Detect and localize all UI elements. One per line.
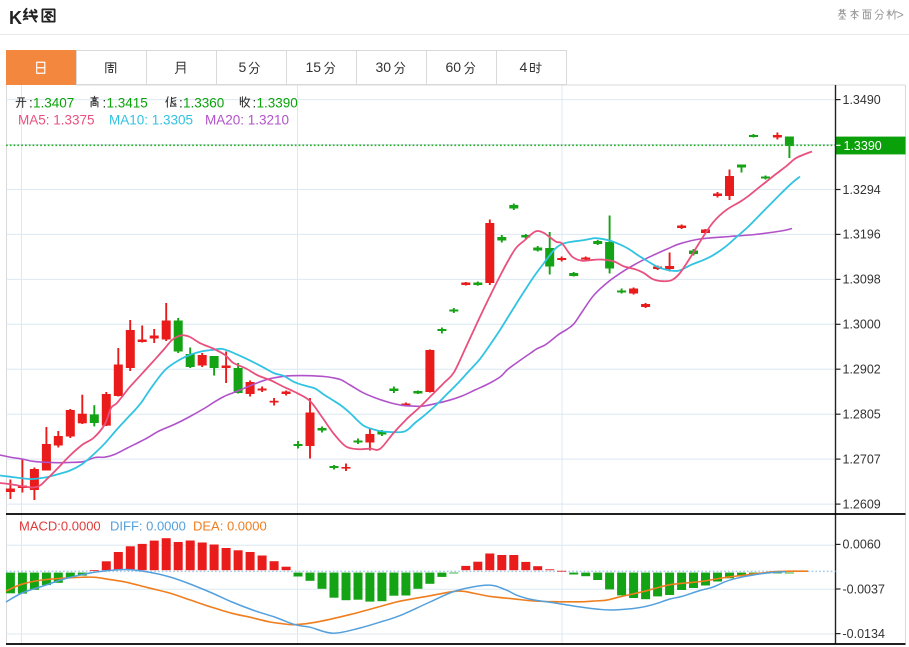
svg-text::: :: [179, 96, 183, 111]
svg-text:1.3407: 1.3407: [33, 96, 74, 111]
svg-text:1.2805: 1.2805: [843, 408, 881, 422]
svg-text:0.0060: 0.0060: [843, 538, 881, 552]
svg-text:1.3098: 1.3098: [843, 273, 881, 287]
svg-text:30: 30: [376, 59, 392, 75]
svg-text:1.3000: 1.3000: [843, 318, 881, 332]
svg-text::: :: [103, 96, 107, 111]
svg-text:DEA: 0.0000: DEA: 0.0000: [193, 519, 267, 534]
svg-text:DIFF: 0.0000: DIFF: 0.0000: [110, 519, 186, 534]
svg-text:1.3390: 1.3390: [844, 139, 882, 153]
svg-text:1.3415: 1.3415: [107, 96, 148, 111]
svg-text:1.2609: 1.2609: [843, 497, 881, 511]
svg-text:1.2902: 1.2902: [843, 363, 881, 377]
svg-text:1.3294: 1.3294: [843, 183, 881, 197]
svg-text:5: 5: [239, 59, 247, 75]
svg-text:1.3196: 1.3196: [843, 228, 881, 242]
svg-text:MA10: 1.3305: MA10: 1.3305: [109, 113, 193, 128]
svg-text:MA5: 1.3375: MA5: 1.3375: [18, 113, 95, 128]
svg-text:>: >: [897, 8, 904, 22]
svg-text:K: K: [9, 8, 22, 28]
svg-text:1.2707: 1.2707: [843, 452, 881, 466]
svg-text:1.3490: 1.3490: [843, 93, 881, 107]
svg-text:4: 4: [520, 59, 528, 75]
svg-text:-0.0037: -0.0037: [843, 582, 885, 596]
svg-text:MA20: 1.3210: MA20: 1.3210: [205, 113, 289, 128]
svg-text:1.3390: 1.3390: [257, 96, 298, 111]
svg-text:1.3360: 1.3360: [183, 96, 224, 111]
svg-text:15: 15: [306, 59, 322, 75]
svg-text:MACD:0.0000: MACD:0.0000: [19, 519, 101, 534]
svg-text:60: 60: [446, 59, 462, 75]
svg-text:-0.0134: -0.0134: [843, 627, 885, 641]
svg-text::: :: [253, 96, 257, 111]
svg-text::: :: [29, 96, 33, 111]
